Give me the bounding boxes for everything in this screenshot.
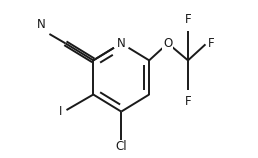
Text: O: O [163, 37, 172, 50]
Text: F: F [208, 37, 215, 50]
Text: I: I [59, 105, 62, 118]
Text: N: N [36, 18, 45, 31]
Text: Cl: Cl [115, 140, 127, 152]
Text: N: N [117, 37, 126, 50]
Text: F: F [185, 94, 191, 108]
Text: F: F [185, 13, 191, 26]
